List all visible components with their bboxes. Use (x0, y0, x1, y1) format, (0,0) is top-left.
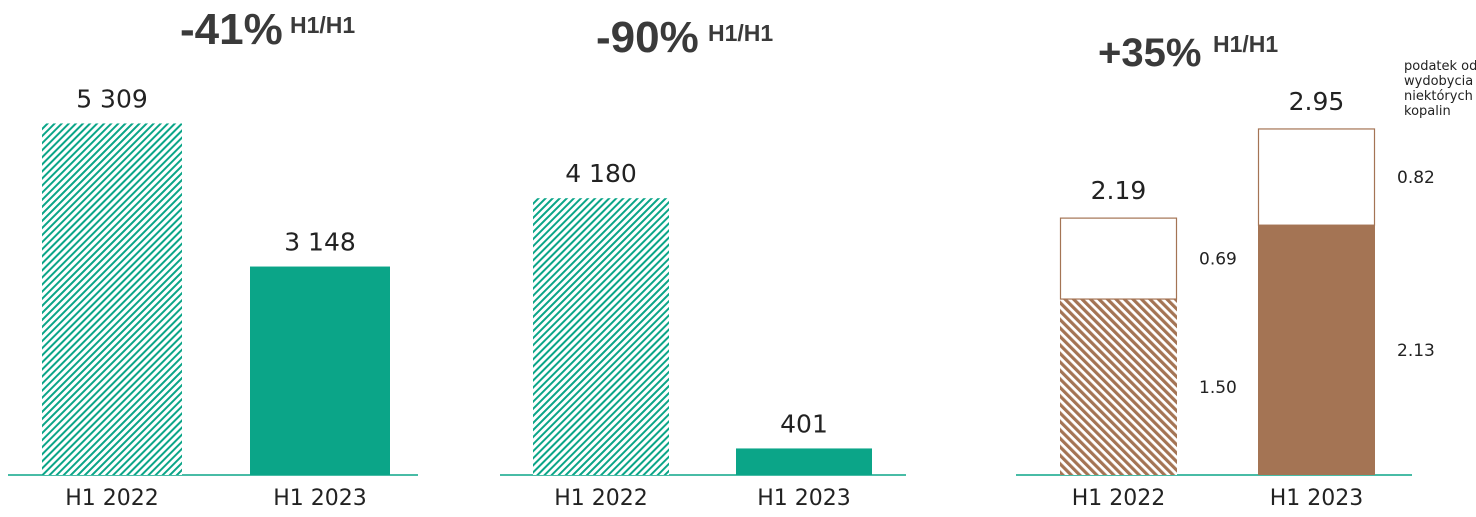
change-percent: -90% (596, 13, 699, 62)
stack-top-segment (1059, 217, 1178, 300)
series-note: podatek od wydobycia niektórych kopalin (1404, 59, 1476, 119)
stack-top-segment (1257, 128, 1376, 226)
segment-value-label: 0.69 (1199, 250, 1237, 270)
segment-value-label: 2.13 (1397, 341, 1435, 361)
change-percent: -41% (180, 5, 283, 54)
change-percent: +35% (1098, 31, 1201, 75)
bar-value-label: 5 309 (76, 84, 148, 113)
x-tick-label: H1 2023 (1270, 486, 1364, 511)
bar-h1-2023 (736, 448, 872, 475)
stack-bottom-segment (1258, 225, 1375, 475)
x-tick-label: H1 2022 (1072, 486, 1166, 511)
bar-h1-2022 (42, 123, 182, 475)
change-suffix: H1/H1 (290, 12, 355, 38)
x-tick-label: H1 2023 (273, 486, 367, 511)
x-tick-label: H1 2023 (757, 486, 851, 511)
bar-value-label: 4 180 (565, 159, 637, 188)
segment-value-label: 1.50 (1199, 378, 1237, 398)
change-suffix: H1/H1 (1213, 31, 1278, 57)
segment-value-label: 0.82 (1397, 168, 1435, 188)
bar-value-label: 401 (780, 409, 828, 438)
bar-total-label: 2.19 (1091, 176, 1147, 205)
stack-bottom-segment (1060, 299, 1177, 475)
bar-total-label: 2.95 (1289, 87, 1345, 116)
bar-h1-2022 (533, 198, 669, 476)
change-suffix: H1/H1 (708, 20, 773, 46)
x-tick-label: H1 2022 (554, 486, 648, 511)
bar-value-label: 3 148 (284, 228, 356, 257)
bar-h1-2023 (250, 266, 390, 475)
x-tick-label: H1 2022 (65, 486, 159, 511)
